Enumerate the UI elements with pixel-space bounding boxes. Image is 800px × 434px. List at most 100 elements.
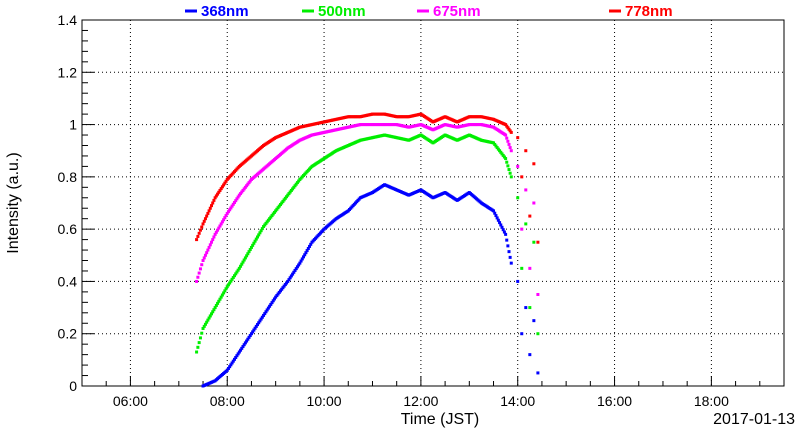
data-point bbox=[260, 315, 264, 319]
data-point bbox=[297, 263, 301, 267]
data-point bbox=[239, 192, 243, 196]
data-point bbox=[508, 255, 512, 259]
data-point bbox=[270, 214, 274, 218]
data-point bbox=[268, 217, 272, 221]
data-point bbox=[532, 319, 536, 323]
data-point bbox=[248, 179, 252, 183]
data-point bbox=[493, 211, 497, 215]
data-point bbox=[205, 320, 209, 324]
data-point bbox=[532, 162, 536, 166]
data-point bbox=[234, 272, 238, 276]
data-point bbox=[507, 168, 511, 172]
legend-label: 500nm bbox=[318, 3, 366, 20]
data-point bbox=[266, 218, 270, 222]
x-tick-label: 14:00 bbox=[500, 393, 535, 409]
data-point bbox=[226, 366, 230, 370]
data-point bbox=[300, 257, 304, 261]
data-point bbox=[239, 348, 243, 352]
series-778nm bbox=[195, 112, 540, 244]
data-point bbox=[200, 225, 204, 229]
data-point bbox=[241, 260, 245, 264]
data-point bbox=[256, 235, 259, 239]
data-point bbox=[237, 193, 241, 197]
data-point bbox=[270, 301, 274, 305]
data-point bbox=[226, 283, 230, 287]
data-point bbox=[306, 246, 310, 250]
data-point bbox=[272, 297, 276, 301]
data-point bbox=[509, 175, 513, 179]
data-point bbox=[213, 306, 217, 310]
data-point bbox=[235, 197, 239, 201]
data-point bbox=[265, 308, 269, 312]
data-point bbox=[505, 160, 509, 164]
data-point bbox=[196, 275, 200, 279]
data-point bbox=[245, 184, 249, 188]
data-point bbox=[218, 297, 222, 301]
data-point bbox=[494, 214, 498, 218]
data-point bbox=[524, 149, 528, 153]
data-point bbox=[283, 196, 287, 200]
data-point bbox=[528, 214, 532, 218]
data-point bbox=[278, 289, 282, 293]
data-point bbox=[197, 341, 201, 345]
data-point bbox=[202, 219, 206, 223]
data-point bbox=[506, 126, 510, 130]
data-point bbox=[216, 228, 220, 232]
data-point bbox=[274, 209, 278, 213]
data-point bbox=[495, 146, 499, 150]
data-point bbox=[508, 129, 512, 133]
data-point bbox=[195, 279, 199, 283]
data-point bbox=[494, 144, 498, 148]
data-point bbox=[536, 293, 540, 296]
data-point bbox=[506, 164, 510, 168]
data-point bbox=[214, 303, 218, 307]
data-point bbox=[246, 337, 250, 341]
date-label: 2017-01-13 bbox=[713, 411, 795, 428]
data-point bbox=[236, 268, 240, 272]
data-point bbox=[197, 271, 201, 275]
data-point bbox=[520, 175, 524, 179]
data-point bbox=[216, 301, 220, 305]
data-point bbox=[229, 206, 233, 210]
data-point bbox=[508, 171, 512, 175]
y-tick-label: 1.2 bbox=[58, 64, 78, 80]
data-point bbox=[198, 336, 202, 340]
x-tick-label: 12:00 bbox=[403, 393, 438, 409]
data-point bbox=[219, 187, 223, 191]
data-point bbox=[269, 215, 273, 219]
data-point bbox=[265, 220, 269, 224]
data-point bbox=[500, 152, 504, 156]
data-point bbox=[502, 155, 506, 159]
data-point bbox=[240, 190, 244, 194]
data-point bbox=[234, 199, 238, 203]
data-point bbox=[228, 365, 232, 369]
data-point bbox=[509, 130, 513, 134]
data-point bbox=[236, 352, 240, 356]
data-point bbox=[212, 308, 216, 312]
data-point bbox=[259, 317, 263, 321]
data-point bbox=[246, 182, 250, 186]
x-tick-label: 06:00 bbox=[113, 393, 148, 409]
data-point bbox=[262, 313, 266, 317]
data-point bbox=[243, 185, 247, 189]
data-point bbox=[536, 240, 540, 244]
data-point bbox=[303, 253, 307, 257]
data-point bbox=[247, 181, 251, 185]
data-point bbox=[202, 256, 206, 260]
data-point bbox=[237, 350, 241, 354]
data-point bbox=[301, 255, 305, 259]
data-point bbox=[235, 270, 239, 274]
data-point bbox=[253, 239, 257, 243]
data-point bbox=[210, 240, 214, 244]
data-point bbox=[203, 253, 207, 257]
data-point bbox=[220, 220, 224, 224]
data-point bbox=[217, 190, 221, 194]
data-point bbox=[504, 157, 508, 161]
data-point bbox=[211, 238, 215, 242]
data-point bbox=[249, 332, 253, 336]
data-point bbox=[236, 195, 240, 199]
data-point bbox=[257, 233, 261, 237]
data-point bbox=[305, 249, 309, 253]
data-point bbox=[516, 164, 520, 168]
data-point bbox=[217, 299, 221, 303]
